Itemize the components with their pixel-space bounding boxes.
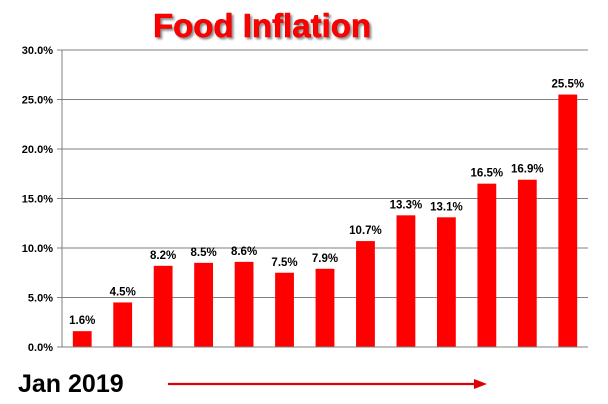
bar-value-label: 1.6% — [69, 315, 95, 327]
y-tick-label: 0.0% — [28, 342, 53, 354]
bar — [315, 268, 335, 347]
gridlines — [62, 49, 588, 298]
bars — [72, 94, 578, 347]
y-tick-label: 5.0% — [28, 293, 53, 305]
bar-value-label: 13.1% — [430, 201, 463, 213]
bar-value-label: 10.7% — [349, 225, 382, 237]
bar — [477, 183, 497, 347]
bar-value-label: 7.5% — [271, 257, 297, 269]
bar-value-label: 8.6% — [231, 246, 257, 258]
y-tick-label: 30.0% — [22, 45, 53, 57]
bar-value-label: 13.3% — [390, 199, 423, 211]
bar — [72, 331, 92, 347]
start-date-caption: Jan 2019 — [18, 370, 124, 398]
bar — [517, 179, 537, 347]
bar-value-label: 16.5% — [471, 168, 504, 180]
bar — [558, 94, 578, 347]
bar — [153, 265, 173, 347]
y-tick-label: 20.0% — [22, 144, 53, 156]
bar — [396, 215, 416, 347]
bar-value-label: 7.9% — [312, 253, 338, 265]
y-tick-label: 25.0% — [22, 95, 53, 107]
bar-data-labels: 1.6% 4.5% 8.2% 8.5% 8.6% 7.5% 7.9% 10.7% 13.3% 13… — [69, 79, 584, 328]
bar-value-label: 16.9% — [511, 164, 544, 176]
bar-value-label: 8.5% — [191, 247, 217, 259]
chart-title: Food Inflation — [153, 7, 371, 44]
bar — [356, 241, 375, 347]
bar — [436, 217, 456, 347]
y-axis-tick-labels: 0.0% 5.0% 10.0% 15.0% 20.0% 25.0% 30.0% — [22, 45, 62, 354]
bar — [275, 272, 294, 347]
time-arrow-head-icon — [474, 379, 487, 389]
y-tick-label: 10.0% — [22, 243, 53, 255]
bar — [234, 261, 254, 347]
bar-value-label: 4.5% — [110, 286, 136, 298]
bar-value-label: 25.5% — [551, 79, 584, 91]
y-tick-label: 15.0% — [22, 194, 53, 206]
bar-value-label: 8.2% — [150, 250, 176, 262]
bar — [113, 302, 133, 347]
bar — [194, 262, 214, 347]
